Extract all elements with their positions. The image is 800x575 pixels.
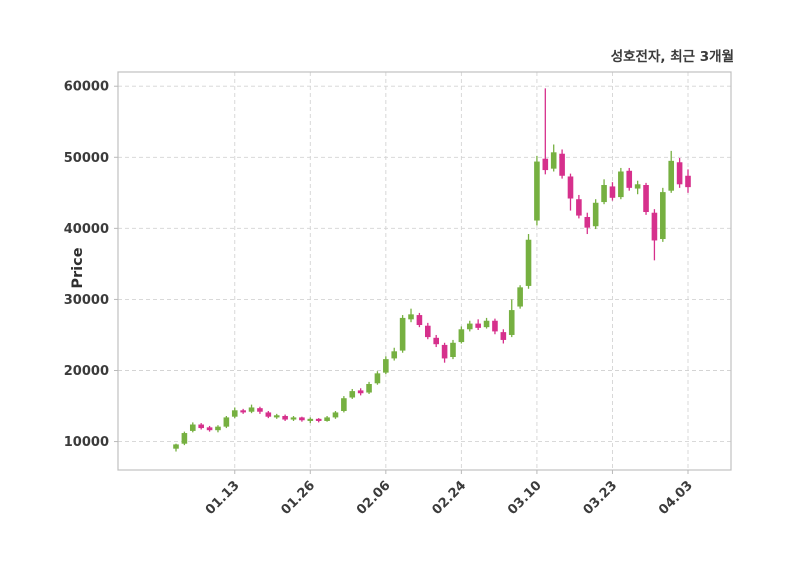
candle-body xyxy=(559,153,565,176)
candle-body xyxy=(307,418,314,421)
candle-body xyxy=(576,199,582,216)
candle-body xyxy=(366,384,372,393)
candle-body xyxy=(257,408,263,412)
candle-body xyxy=(273,415,280,418)
candle-body xyxy=(458,329,465,343)
candle-body xyxy=(668,160,675,191)
candle-body xyxy=(206,427,213,431)
candle-body xyxy=(466,323,473,330)
svg-text:03.10: 03.10 xyxy=(505,478,545,518)
candle-body xyxy=(609,186,616,198)
candle-body xyxy=(248,407,255,412)
candle-body xyxy=(433,337,439,345)
candle-body xyxy=(492,320,498,332)
candle-body xyxy=(450,342,456,357)
candle-body xyxy=(517,287,523,307)
svg-text:04.03: 04.03 xyxy=(656,478,696,518)
svg-text:03.23: 03.23 xyxy=(581,478,621,518)
candle-body xyxy=(685,175,691,188)
candle-body xyxy=(240,410,246,413)
candle-body xyxy=(567,176,574,199)
candle-body xyxy=(500,332,507,340)
candle-body xyxy=(299,417,305,421)
candle-body xyxy=(315,418,322,421)
candle-body xyxy=(475,323,481,328)
candles xyxy=(173,88,691,452)
candle-body xyxy=(634,184,641,189)
svg-text:60000: 60000 xyxy=(64,80,109,95)
svg-text:02.24: 02.24 xyxy=(430,478,470,518)
candle-body xyxy=(550,152,557,169)
svg-text:50000: 50000 xyxy=(64,151,109,166)
candle-body xyxy=(618,171,624,198)
svg-text:30000: 30000 xyxy=(64,293,109,308)
tick-marks xyxy=(114,85,689,474)
candle-body xyxy=(676,162,683,185)
candle-body xyxy=(542,158,549,171)
candle-body xyxy=(324,417,330,421)
gridlines xyxy=(118,72,731,470)
candle-body xyxy=(383,359,389,373)
candle-body xyxy=(626,170,633,188)
candle-body xyxy=(399,317,406,351)
candle-body xyxy=(660,192,666,240)
candle-body xyxy=(282,415,288,420)
svg-text:20000: 20000 xyxy=(64,364,109,379)
candle-body xyxy=(374,373,381,384)
candle-body xyxy=(189,424,196,431)
candle-body xyxy=(198,424,204,429)
candle-body xyxy=(416,315,423,326)
candle-body xyxy=(391,351,398,359)
candle-body xyxy=(441,344,448,359)
candle-body xyxy=(425,325,431,338)
candle-body xyxy=(341,398,347,412)
y-axis-title: Price xyxy=(70,247,86,289)
candle-body xyxy=(601,185,607,203)
candle-body xyxy=(223,417,230,427)
candle-body xyxy=(592,202,599,227)
candle-body xyxy=(525,239,532,286)
candle-body xyxy=(265,412,272,417)
candle-body xyxy=(215,426,221,431)
chart-title: 성호전자, 최근 3개월 xyxy=(610,49,734,65)
svg-text:10000: 10000 xyxy=(64,435,109,450)
svg-text:40000: 40000 xyxy=(64,222,109,237)
candle-body xyxy=(483,320,490,328)
y-tick-labels: 10000 20000 30000 40000 50000 60000 xyxy=(64,80,109,450)
candle-body xyxy=(290,417,297,420)
candle-body xyxy=(231,410,238,417)
candle-body xyxy=(332,412,339,418)
svg-text:01.26: 01.26 xyxy=(278,478,318,518)
candle-body xyxy=(357,390,364,394)
svg-text:01.13: 01.13 xyxy=(203,478,243,518)
candle-body xyxy=(349,391,356,398)
candle-body xyxy=(408,314,414,320)
svg-text:02.06: 02.06 xyxy=(354,478,394,518)
plot-border xyxy=(117,71,732,471)
candle-body xyxy=(643,185,649,213)
candle-body xyxy=(181,433,188,444)
candle-body xyxy=(651,212,658,241)
candle-body xyxy=(173,444,179,449)
candle-body xyxy=(584,216,591,228)
candle-body xyxy=(508,310,515,335)
candle-body xyxy=(534,161,540,221)
x-tick-labels: 01.13 01.26 02.06 02.24 03.10 03.23 04.03 xyxy=(203,478,696,518)
